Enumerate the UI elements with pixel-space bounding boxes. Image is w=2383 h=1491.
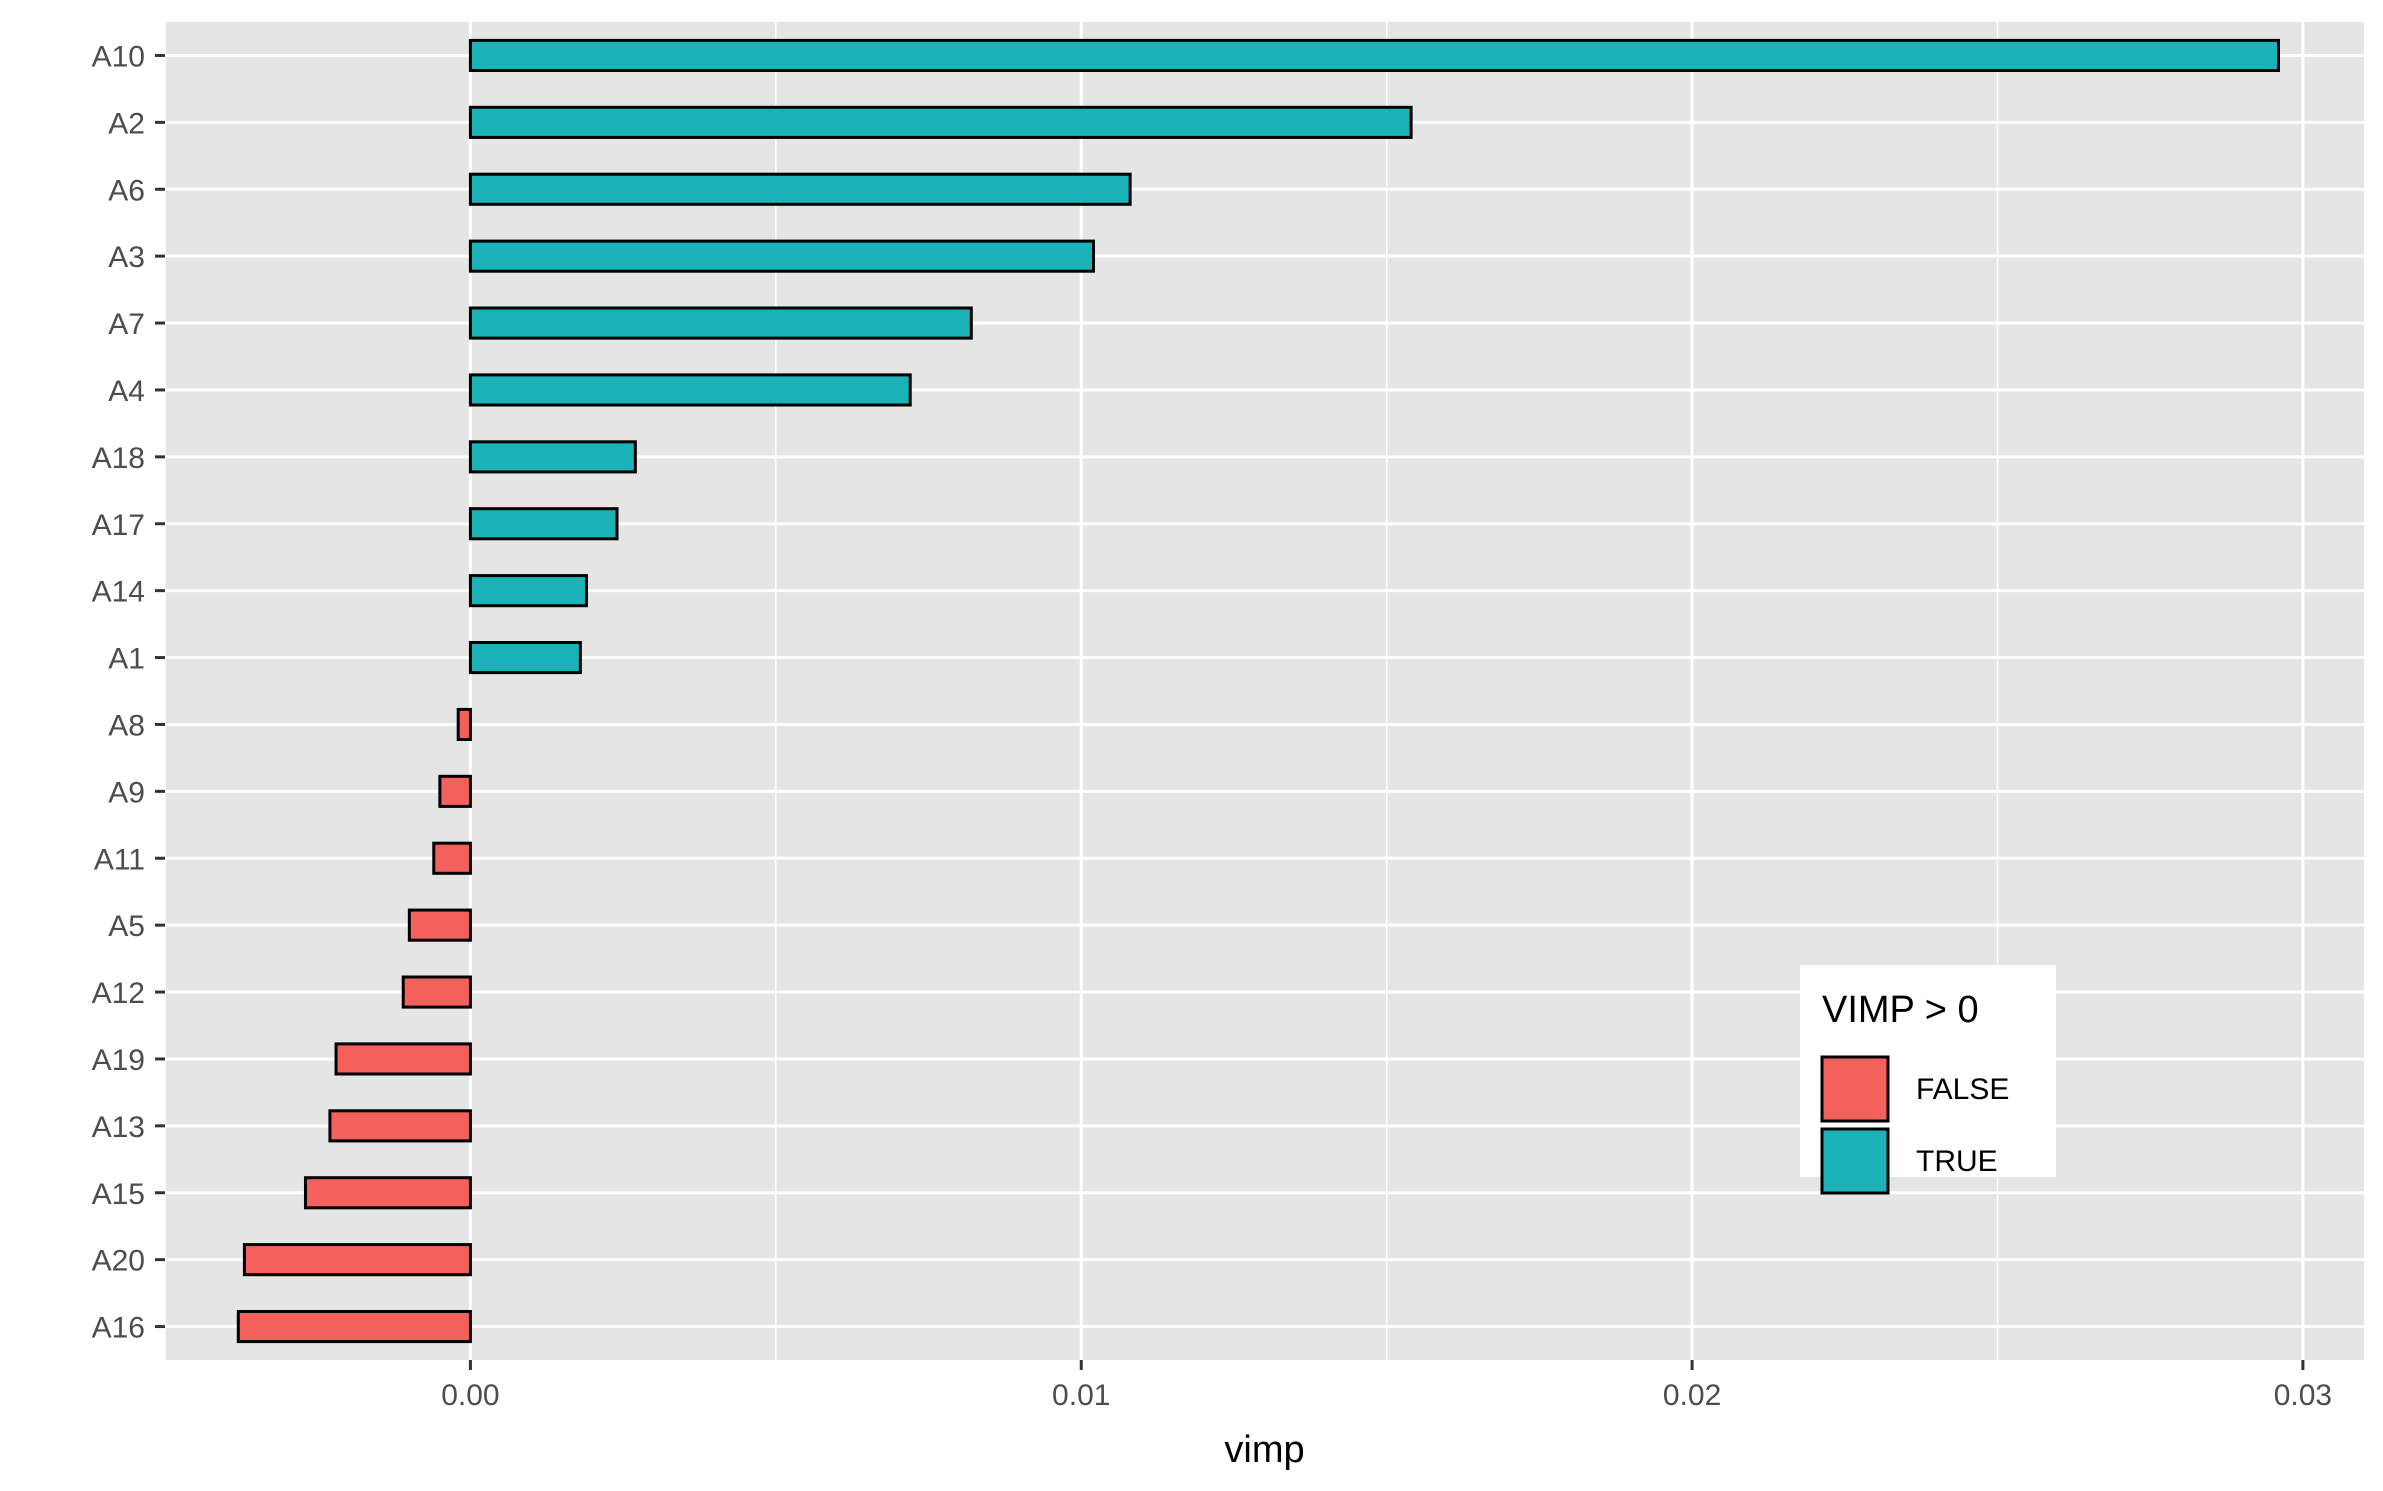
legend-title: VIMP > 0 — [1822, 989, 1979, 1031]
y-tick-label-a9: A9 — [108, 776, 145, 809]
y-tick-label-a12: A12 — [92, 977, 145, 1010]
y-tick-label-a17: A17 — [92, 509, 145, 542]
bar-a4 — [468, 373, 912, 407]
y-tick-label-a5: A5 — [108, 910, 145, 943]
bar-a5 — [407, 908, 472, 942]
bar-a19 — [334, 1042, 472, 1076]
y-tick-label-a18: A18 — [92, 442, 145, 475]
bar-a11 — [432, 841, 472, 875]
bar-a16 — [236, 1309, 472, 1344]
bar-a17 — [468, 507, 619, 541]
y-tick-label-a3: A3 — [108, 241, 145, 274]
y-tick-label-a19: A19 — [92, 1044, 145, 1077]
bar-a13 — [328, 1109, 472, 1143]
bar-a20 — [242, 1243, 472, 1277]
y-tick-label-a10: A10 — [92, 40, 145, 73]
y-tick-label-a11: A11 — [94, 843, 145, 876]
y-tick-label-a4: A4 — [108, 375, 145, 408]
bar-a10 — [468, 38, 2280, 73]
x-axis: 0.00 0.01 0.02 0.03 — [441, 1360, 2332, 1412]
y-tick-label-a6: A6 — [108, 174, 145, 207]
y-tick-label-a2: A2 — [108, 107, 145, 140]
y-tick-label-a14: A14 — [92, 576, 145, 609]
y-tick-label-a16: A16 — [92, 1312, 145, 1345]
bar-a3 — [468, 239, 1095, 273]
legend-label-false: FALSE — [1916, 1073, 2009, 1106]
x-tick-label: 0.00 — [441, 1379, 499, 1412]
y-tick-label-a7: A7 — [108, 308, 145, 341]
legend-key-true — [1820, 1127, 1890, 1195]
bar-a15 — [303, 1176, 472, 1210]
bar-a6 — [468, 172, 1132, 206]
legend-key-false — [1820, 1055, 1890, 1123]
x-axis-title: vimp — [1224, 1429, 1304, 1471]
bars-layer — [236, 38, 2280, 1344]
legend: VIMP > 0 FALSE TRUE — [1800, 965, 2056, 1195]
bar-a2 — [468, 105, 1413, 139]
x-tick-label: 0.01 — [1052, 1379, 1110, 1412]
y-tick-label-a1: A1 — [108, 643, 145, 676]
bar-a14 — [468, 574, 588, 608]
x-tick-label: 0.03 — [2274, 1379, 2332, 1412]
y-tick-label-a13: A13 — [92, 1111, 145, 1144]
bar-a8 — [456, 707, 472, 742]
y-tick-label-a15: A15 — [92, 1178, 145, 1211]
y-tick-label-a8: A8 — [108, 709, 145, 742]
bar-a1 — [468, 640, 582, 675]
bar-a18 — [468, 440, 637, 474]
x-tick-label: 0.02 — [1663, 1379, 1721, 1412]
bar-a9 — [438, 774, 472, 808]
y-axis: A10 A2 A6 A3 A7 A4 A18 A17 A14 A1 A8 A9 A11 A5 A12 A19 A… — [92, 40, 165, 1345]
bar-a12 — [401, 975, 472, 1009]
y-tick-label-a20: A20 — [92, 1245, 145, 1278]
bar-a7 — [468, 306, 973, 340]
legend-label-true: TRUE — [1916, 1145, 1998, 1178]
